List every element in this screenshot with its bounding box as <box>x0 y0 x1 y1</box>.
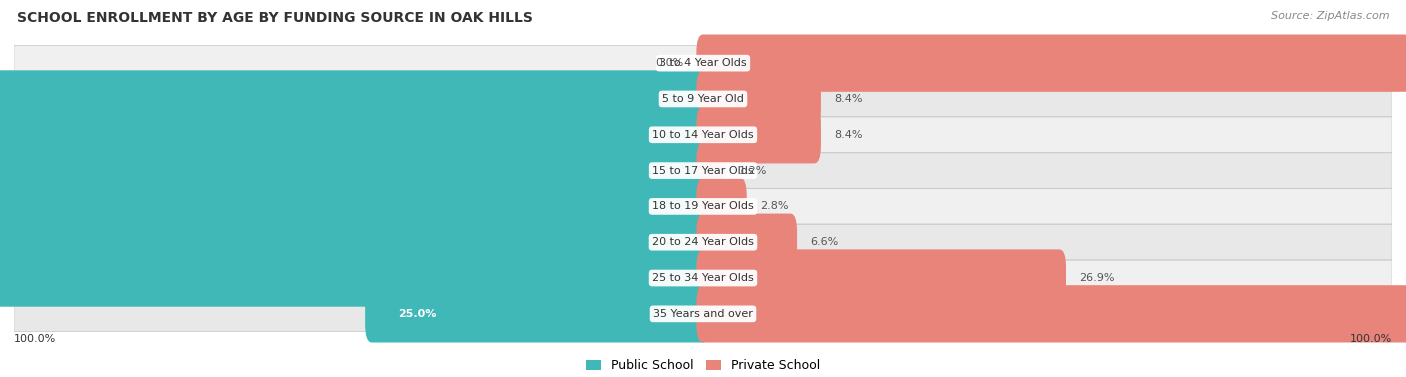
Text: 8.4%: 8.4% <box>834 94 863 104</box>
Text: 8.4%: 8.4% <box>834 130 863 140</box>
Text: 2.8%: 2.8% <box>761 201 789 211</box>
FancyBboxPatch shape <box>0 250 710 307</box>
Text: 18 to 19 Year Olds: 18 to 19 Year Olds <box>652 201 754 211</box>
FancyBboxPatch shape <box>696 214 797 271</box>
FancyBboxPatch shape <box>14 296 1392 332</box>
FancyBboxPatch shape <box>696 70 821 128</box>
Text: 25.0%: 25.0% <box>398 309 437 319</box>
FancyBboxPatch shape <box>696 142 725 199</box>
FancyBboxPatch shape <box>14 45 1392 81</box>
FancyBboxPatch shape <box>0 178 710 235</box>
Text: 1.2%: 1.2% <box>738 166 768 176</box>
Text: 3 to 4 Year Olds: 3 to 4 Year Olds <box>659 58 747 68</box>
FancyBboxPatch shape <box>696 178 747 235</box>
FancyBboxPatch shape <box>0 214 710 271</box>
FancyBboxPatch shape <box>0 106 710 164</box>
FancyBboxPatch shape <box>696 106 821 164</box>
Text: 10 to 14 Year Olds: 10 to 14 Year Olds <box>652 130 754 140</box>
FancyBboxPatch shape <box>366 285 710 343</box>
Text: 100.0%: 100.0% <box>14 334 56 343</box>
Text: 0.0%: 0.0% <box>655 58 683 68</box>
FancyBboxPatch shape <box>14 224 1392 260</box>
Text: 25 to 34 Year Olds: 25 to 34 Year Olds <box>652 273 754 283</box>
Text: 15 to 17 Year Olds: 15 to 17 Year Olds <box>652 166 754 176</box>
Text: Source: ZipAtlas.com: Source: ZipAtlas.com <box>1271 11 1389 21</box>
Text: 5 to 9 Year Old: 5 to 9 Year Old <box>662 94 744 104</box>
FancyBboxPatch shape <box>0 142 710 199</box>
Text: 100.0%: 100.0% <box>1350 334 1392 343</box>
FancyBboxPatch shape <box>0 70 710 128</box>
Text: 6.6%: 6.6% <box>810 237 838 247</box>
Legend: Public School, Private School: Public School, Private School <box>581 354 825 377</box>
FancyBboxPatch shape <box>14 260 1392 296</box>
Text: SCHOOL ENROLLMENT BY AGE BY FUNDING SOURCE IN OAK HILLS: SCHOOL ENROLLMENT BY AGE BY FUNDING SOUR… <box>17 11 533 25</box>
FancyBboxPatch shape <box>696 35 1406 92</box>
FancyBboxPatch shape <box>14 117 1392 153</box>
FancyBboxPatch shape <box>696 250 1066 307</box>
FancyBboxPatch shape <box>14 153 1392 188</box>
Text: 20 to 24 Year Olds: 20 to 24 Year Olds <box>652 237 754 247</box>
FancyBboxPatch shape <box>696 285 1406 343</box>
FancyBboxPatch shape <box>14 188 1392 224</box>
Text: 26.9%: 26.9% <box>1080 273 1115 283</box>
FancyBboxPatch shape <box>14 81 1392 117</box>
Text: 35 Years and over: 35 Years and over <box>652 309 754 319</box>
